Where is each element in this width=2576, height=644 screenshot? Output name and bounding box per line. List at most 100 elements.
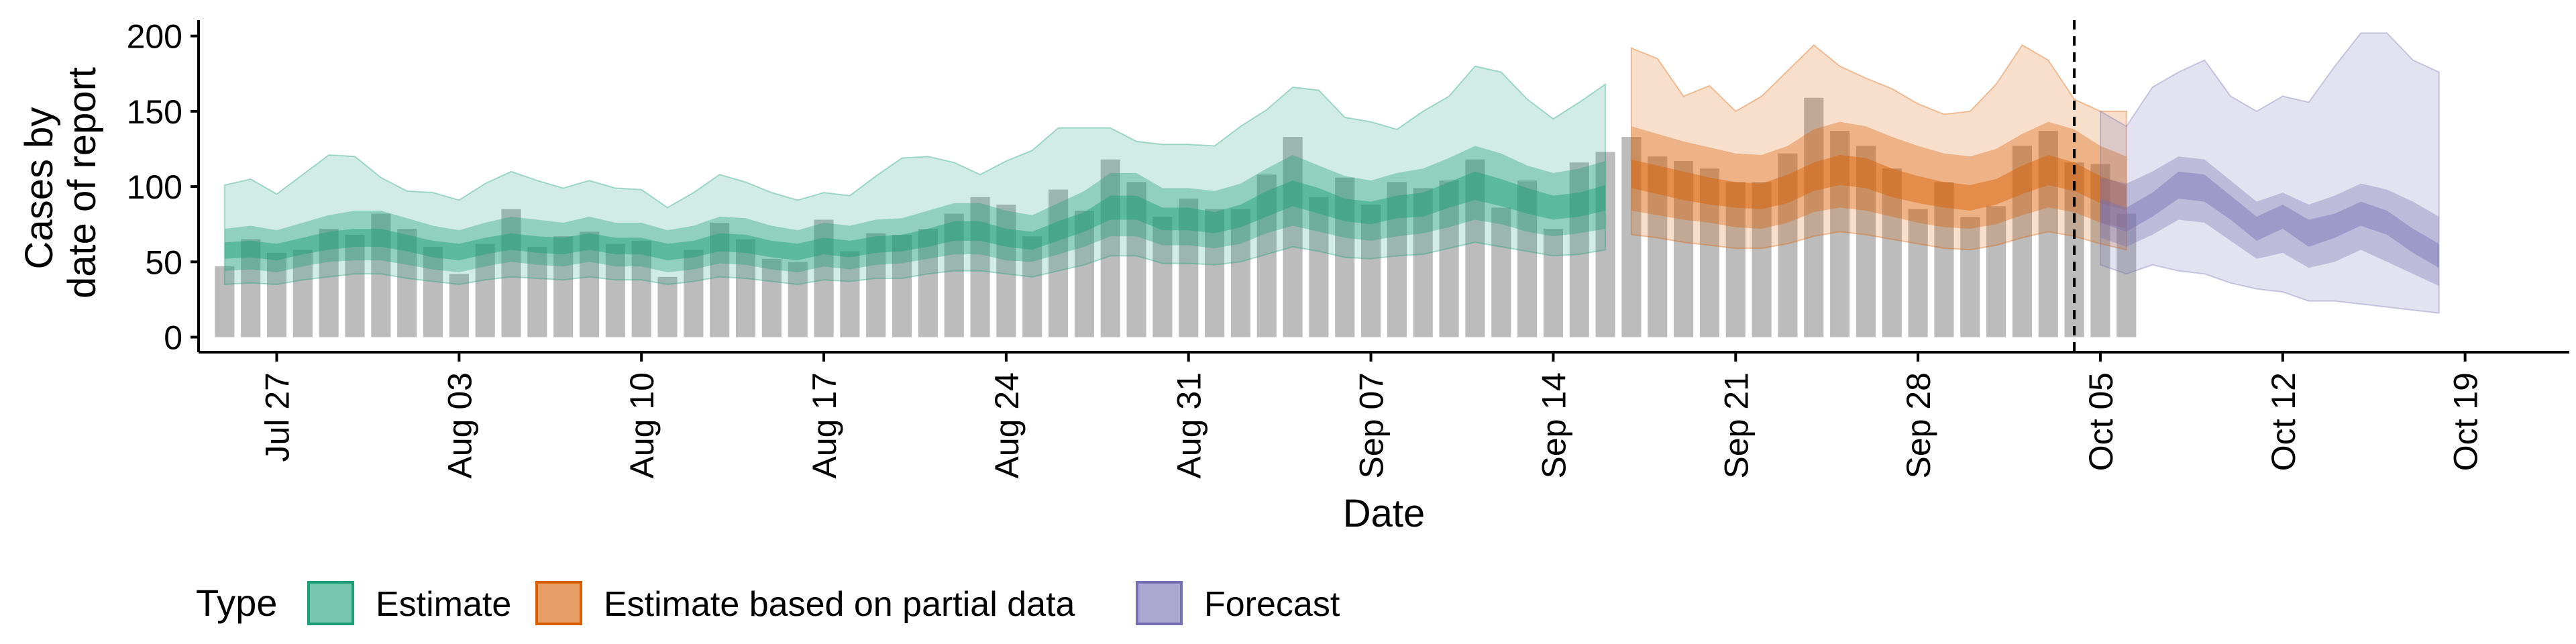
- case-bar: [710, 222, 730, 337]
- estimate-based-on-partial-data-mid-band: [1631, 121, 2127, 229]
- case-bar: [423, 246, 443, 337]
- case-bar: [371, 213, 391, 337]
- legend-label: Estimate: [376, 585, 511, 624]
- x-tick-label: Aug 17: [806, 372, 843, 478]
- case-bar: [1126, 182, 1146, 337]
- case-bar: [814, 219, 834, 337]
- estimate-outer-band: [223, 65, 1607, 286]
- y-axis-label-line-1: Cases by: [17, 107, 61, 270]
- case-bar: [2038, 131, 2058, 337]
- case-bar: [866, 233, 886, 337]
- case-bar: [1752, 182, 1772, 337]
- case-bar: [1179, 199, 1199, 337]
- x-tick-label: Sep 14: [1535, 372, 1572, 478]
- y-tick-label: 150: [127, 93, 182, 131]
- estimate-based-on-partial-data-inner-band: [1631, 155, 2127, 211]
- case-bar: [1361, 205, 1381, 337]
- case-bar: [1256, 174, 1277, 337]
- forecast-inner-band: [2100, 171, 2439, 268]
- case-bar: [735, 239, 756, 337]
- y-axis-label: Cases by date of report: [17, 67, 104, 299]
- case-bar: [684, 250, 704, 337]
- case-bar: [1517, 180, 1538, 337]
- x-tick-label: Aug 24: [988, 372, 1026, 478]
- legend-items: Estimate Estimate based on partial data Fo…: [307, 581, 1340, 625]
- legend-title: Type: [196, 582, 277, 624]
- forecast-outer-band: [2100, 32, 2440, 314]
- case-bar: [1022, 236, 1042, 337]
- y-tick-label: 50: [145, 244, 182, 281]
- case-bar: [1778, 153, 1798, 337]
- case-bar: [631, 240, 651, 337]
- case-bar: [1725, 182, 1746, 337]
- case-bar: [1882, 168, 1902, 337]
- y-axis-ticks: 0 50 100 150 200: [127, 18, 199, 357]
- case-bar: [1908, 209, 1928, 337]
- case-bar: [449, 274, 469, 337]
- case-bar: [1856, 146, 1876, 337]
- case-bar: [1804, 97, 1824, 337]
- case-bar: [241, 239, 261, 337]
- x-tick-label: Sep 21: [1717, 372, 1755, 478]
- case-bar: [345, 234, 365, 337]
- y-tick-label: 100: [127, 168, 182, 206]
- case-bar: [2090, 164, 2110, 337]
- case-bar: [788, 262, 808, 337]
- estimate-mid-band: [224, 146, 1606, 272]
- case-bar: [2012, 146, 2033, 337]
- case-bar: [1699, 168, 1720, 337]
- ribbons-layer: [223, 32, 2440, 314]
- case-bar: [970, 197, 990, 337]
- series-estimate: [223, 65, 1607, 286]
- case-bar: [1543, 228, 1563, 337]
- case-bar: [1465, 159, 1485, 337]
- case-bar: [761, 258, 782, 337]
- case-bar: [215, 266, 235, 337]
- case-bar: [1335, 177, 1355, 337]
- case-bar: [1960, 217, 1980, 337]
- series-forecast: [2100, 32, 2440, 314]
- case-bar: [918, 228, 938, 337]
- legend: Type Estimate Estimate based on partial d…: [196, 581, 1340, 625]
- case-bar: [996, 205, 1016, 337]
- case-bar: [892, 234, 912, 337]
- case-bar: [1439, 180, 1459, 337]
- x-tick-label: Sep 07: [1353, 372, 1391, 478]
- case-bar: [1230, 209, 1250, 337]
- case-bar: [397, 228, 417, 337]
- case-bar: [266, 252, 287, 337]
- legend-label: Estimate based on partial data: [604, 585, 1075, 624]
- x-axis-ticks: Jul 27 Aug 03 Aug 10 Aug 17 Aug 24 Aug 31 Sep …: [259, 352, 2485, 478]
- estimate-based-on-partial-data-outer-band: [1630, 44, 2127, 251]
- y-axis-label-line-2: date of report: [60, 67, 104, 299]
- case-bar: [605, 244, 625, 337]
- y-tick-label: 0: [164, 319, 182, 357]
- case-bar: [579, 231, 600, 337]
- case-bar: [1048, 189, 1069, 337]
- x-tick-label: Oct 12: [2265, 372, 2302, 471]
- case-bar: [1100, 159, 1120, 337]
- legend-label: Forecast: [1204, 585, 1340, 624]
- x-tick-label: Aug 03: [441, 372, 478, 478]
- case-bar: [1309, 197, 1329, 337]
- case-bar: [527, 246, 547, 337]
- case-bar: [1283, 137, 1303, 337]
- case-bar: [1491, 207, 1511, 337]
- x-axis-label: Date: [1343, 492, 1426, 535]
- case-bar: [840, 251, 860, 337]
- case-bar: [501, 209, 521, 337]
- series-estimate-based-on-partial-data: [1630, 44, 2127, 251]
- case-bar: [1569, 162, 1589, 337]
- case-bar: [1074, 211, 1094, 337]
- case-bar: [292, 250, 313, 337]
- case-bar: [319, 228, 339, 337]
- case-bar: [553, 236, 574, 337]
- x-tick-label: Oct 19: [2447, 372, 2485, 471]
- case-bar: [475, 244, 495, 337]
- case-bar: [1387, 182, 1407, 337]
- case-bar: [2116, 213, 2137, 337]
- legend-swatch: [535, 581, 582, 625]
- x-tick-label: Sep 28: [1900, 372, 1937, 478]
- x-tick-label: Oct 05: [2082, 372, 2120, 471]
